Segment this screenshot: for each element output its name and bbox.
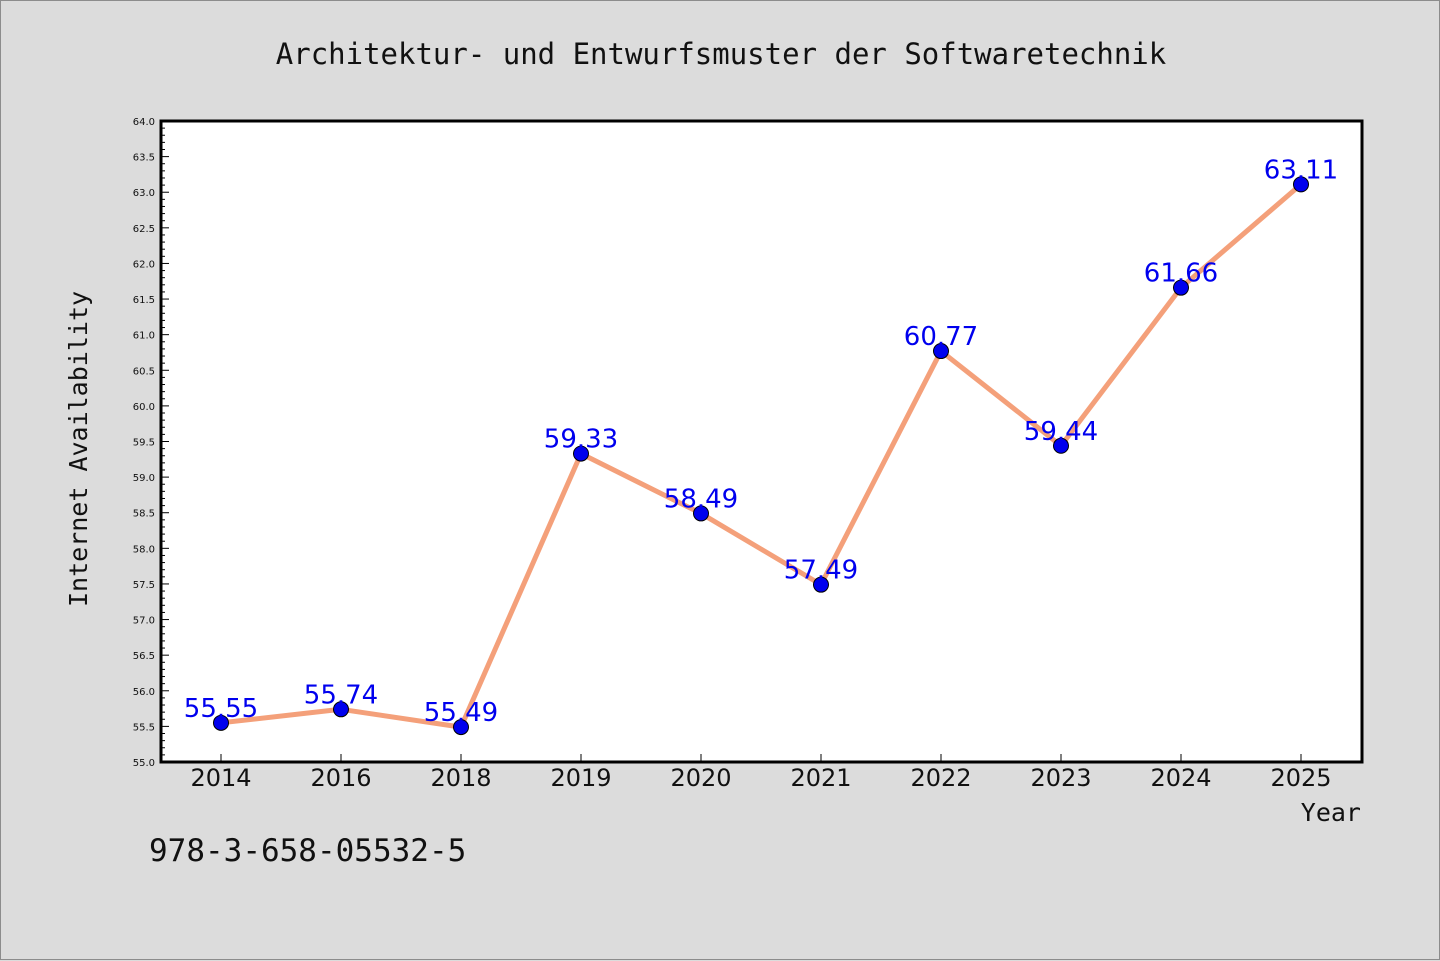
x-tick-label: 2016 [310, 764, 371, 792]
y-tick-label: 62.5 [133, 224, 155, 235]
data-point [813, 576, 829, 593]
y-tick-label: 58.5 [133, 509, 155, 520]
data-label: 55.55 [184, 694, 258, 724]
data-point [453, 719, 469, 736]
y-tick-label: 60.5 [133, 366, 155, 377]
plot-area [159, 119, 1364, 764]
data-point [213, 714, 229, 731]
x-tick-label: 2021 [790, 764, 851, 792]
x-tick-label: 2020 [670, 764, 731, 792]
series-layer: 55.55 55.74 55.49 59.33 58.49 57.49 60.77 59.44… [184, 155, 1338, 736]
x-tick-label: 2019 [550, 764, 611, 792]
data-point [573, 445, 589, 462]
data-point [693, 505, 709, 522]
data-label: 63.11 [1264, 155, 1338, 185]
data-point [1173, 279, 1189, 296]
data-label: 55.74 [304, 680, 378, 710]
y-tick-label: 61.0 [133, 331, 155, 342]
data-label: 61.66 [1144, 259, 1218, 289]
data-label: 55.49 [424, 698, 498, 728]
x-axis: 2014 2016 2018 2019 2020 2021 2022 2023 2024 2025 [190, 754, 1332, 792]
y-tick-label: 59.0 [133, 473, 155, 484]
x-axis-label: Year [1301, 798, 1361, 827]
y-tick-label: 63.5 [133, 153, 155, 164]
y-tick-label: 56.5 [133, 651, 155, 662]
y-tick-label: 58.0 [133, 544, 155, 555]
y-tick-label: 59.5 [133, 438, 155, 449]
data-label: 58.49 [664, 484, 738, 514]
data-label: 57.49 [784, 556, 858, 586]
y-tick-label: 62.0 [133, 259, 155, 270]
series-line [218, 181, 1304, 730]
data-label: 60.77 [904, 322, 978, 352]
y-tick-label: 55.0 [133, 758, 155, 769]
x-tick-label: 2014 [190, 764, 251, 792]
x-tick-label: 2018 [430, 764, 491, 792]
y-tick-label: 55.5 [133, 722, 155, 733]
y-tick-label: 57.5 [133, 580, 155, 591]
x-tick-label: 2024 [1150, 764, 1211, 792]
y-axis-label: Internet Availability [64, 291, 93, 607]
y-tick-label: 61.5 [133, 295, 155, 306]
y-tick-label: 57.0 [133, 616, 155, 627]
isbn-text: 978-3-658-05532-5 [149, 833, 467, 869]
y-tick-label: 60.0 [133, 402, 155, 413]
y-tick-label: 63.0 [133, 188, 155, 199]
data-label: 59.44 [1024, 417, 1098, 447]
data-point [933, 343, 949, 360]
data-point [333, 701, 349, 718]
y-axis: 55.0 55.5 56.0 56.5 57.0 57.5 58.0 58.5 59.0 59.5… [133, 117, 169, 769]
x-tick-label: 2022 [910, 764, 971, 792]
data-point [1293, 176, 1309, 193]
chart-title: Architektur- und Entwurfsmuster der Soft… [276, 37, 1167, 71]
data-point [1053, 437, 1069, 454]
x-tick-label: 2025 [1270, 764, 1331, 792]
data-label: 59.33 [544, 425, 618, 455]
y-tick-label: 56.0 [133, 687, 155, 698]
x-tick-label: 2023 [1030, 764, 1091, 792]
y-tick-label: 64.0 [133, 117, 155, 128]
